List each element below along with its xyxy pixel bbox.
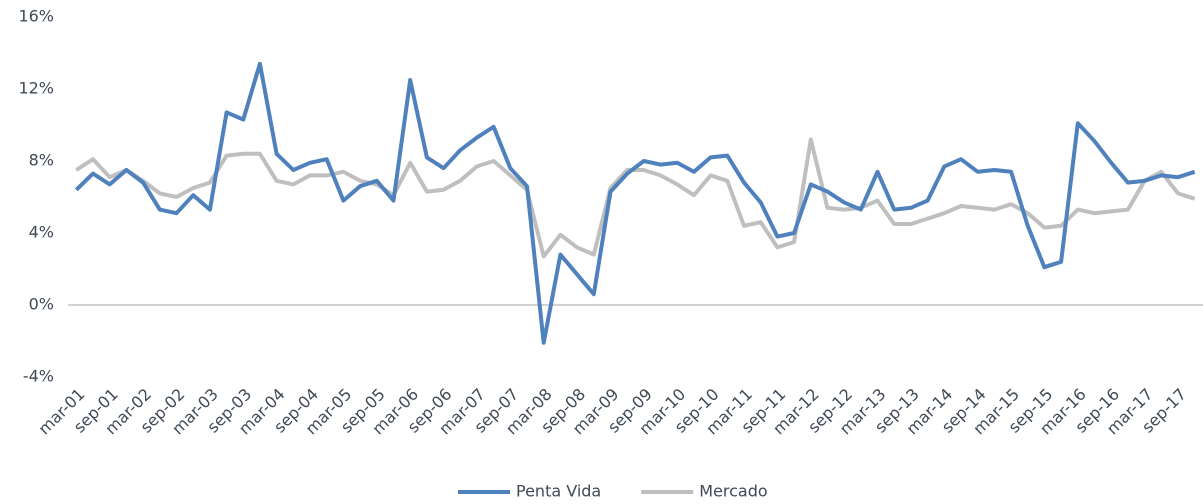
y-tick-label: 16% [18, 7, 54, 26]
y-tick-label: 8% [29, 151, 54, 170]
y-tick-label: -4% [23, 367, 54, 386]
y-tick-label: 12% [18, 79, 54, 98]
legend-label: Penta Vida [516, 482, 601, 501]
y-tick-label: 0% [29, 295, 54, 314]
series-line [75, 137, 1196, 259]
series-line [74, 61, 1196, 345]
legend-label: Mercado [699, 482, 767, 501]
y-tick-label: 4% [29, 223, 54, 242]
